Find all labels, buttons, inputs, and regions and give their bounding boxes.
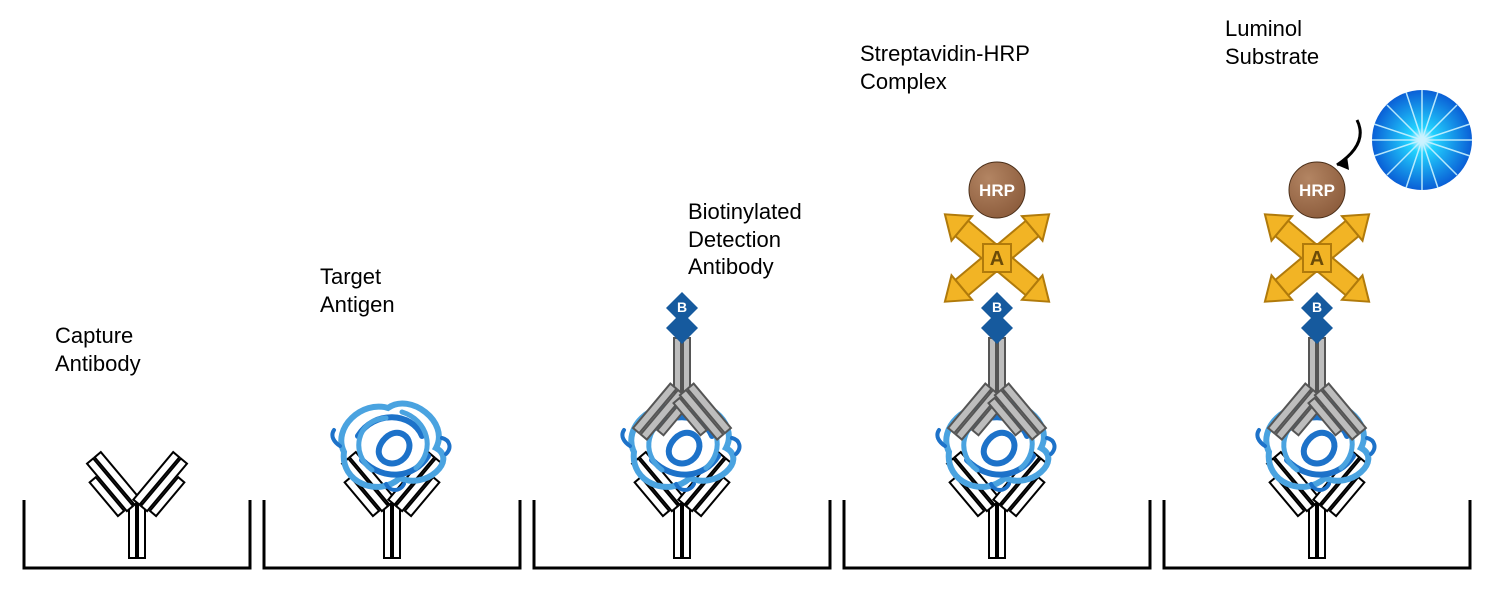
detection-ab-icon [633,338,731,446]
component-stack [22,12,252,572]
detection-ab-icon [1268,338,1366,446]
panel-p4 [842,12,1152,572]
antigen-icon [332,404,449,490]
panel-p3 [532,12,832,572]
capture-ab-icon [79,452,194,558]
step-label: Capture Antibody [55,322,141,377]
step-label: Luminol Substrate [1225,15,1319,70]
step-label: Target Antigen [320,263,395,318]
glow-icon [1372,90,1472,190]
component-stack [532,12,832,572]
biotin-icon [1301,292,1333,344]
detection-ab-icon [948,338,1046,446]
hrp-icon [1289,162,1345,218]
capture-ab-icon [939,452,1054,558]
capture-ab-icon [624,452,739,558]
biotin-icon [981,292,1013,344]
hrp-icon [969,162,1025,218]
step-label: Biotinylated Detection Antibody [688,198,802,281]
step-label: Streptavidin-HRP Complex [860,40,1030,95]
biotin-icon [666,292,698,344]
panel-p5 [1162,12,1472,572]
component-stack [842,12,1152,572]
capture-ab-icon [1259,452,1374,558]
capture-ab-icon [334,452,449,558]
component-stack [1162,12,1472,572]
luminol-arrow [1337,120,1360,165]
panel-p1 [22,12,252,572]
